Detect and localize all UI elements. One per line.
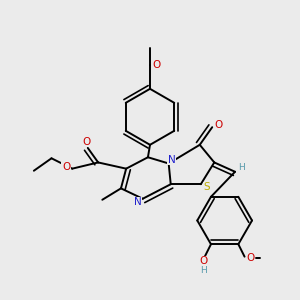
Text: O: O — [247, 253, 255, 263]
Text: O: O — [214, 120, 223, 130]
Text: O: O — [153, 60, 161, 70]
Text: H: H — [200, 266, 207, 275]
Text: N: N — [168, 155, 176, 165]
Text: O: O — [82, 137, 90, 147]
Text: N: N — [134, 197, 142, 208]
Text: H: H — [238, 163, 245, 172]
Text: O: O — [62, 162, 70, 172]
Text: O: O — [199, 256, 207, 266]
Text: S: S — [203, 182, 210, 192]
